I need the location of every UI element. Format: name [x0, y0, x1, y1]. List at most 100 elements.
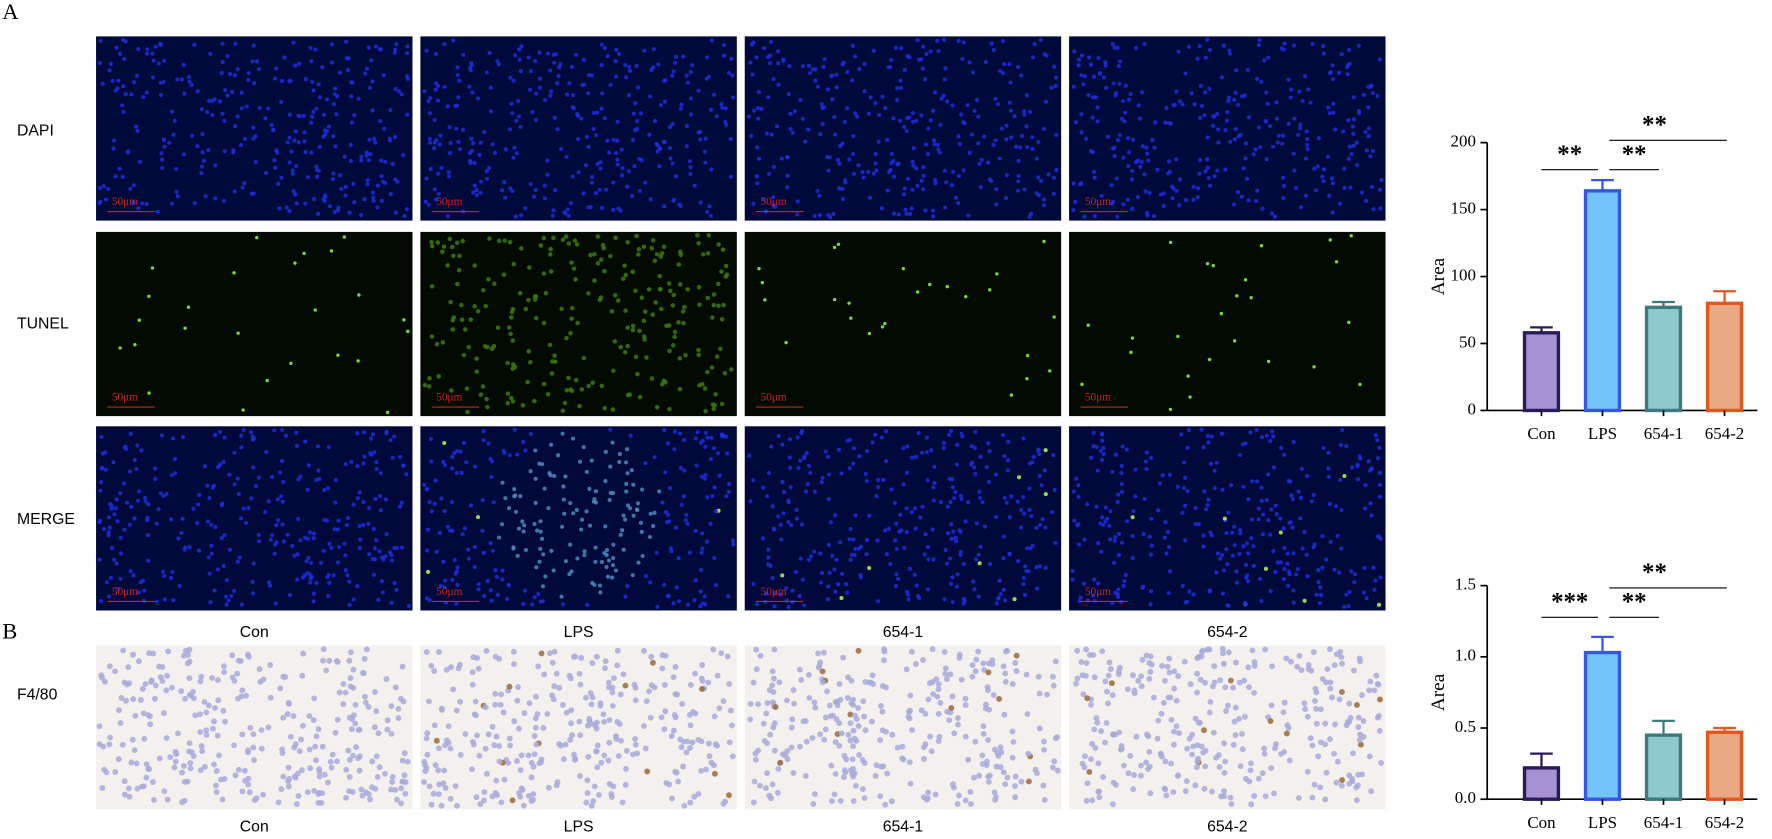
cell [535, 663, 542, 670]
cell [137, 159, 142, 164]
cell [879, 727, 886, 734]
cell [498, 799, 505, 806]
cell [991, 142, 996, 147]
cell [910, 159, 915, 164]
cell [918, 515, 923, 520]
cell [1127, 752, 1134, 759]
cell [132, 458, 137, 463]
cell [559, 306, 564, 312]
cell [426, 384, 432, 389]
bar [1583, 650, 1622, 801]
cell [972, 587, 977, 592]
cell [523, 588, 528, 593]
cell [383, 554, 388, 559]
cell [1142, 172, 1147, 177]
cell [618, 737, 624, 744]
cell [695, 233, 700, 238]
cell [1125, 197, 1130, 202]
cell [97, 61, 102, 66]
cell [538, 650, 545, 657]
cell [1082, 581, 1087, 586]
cell [1272, 745, 1278, 752]
cell [843, 178, 848, 183]
cell [1090, 95, 1096, 100]
cell [159, 678, 166, 684]
cell [1165, 529, 1171, 534]
cell [576, 137, 581, 142]
cell [1012, 659, 1019, 666]
cell [489, 474, 494, 480]
cell [1178, 177, 1183, 182]
cell [630, 137, 636, 142]
cell [1255, 76, 1260, 81]
cell [662, 708, 669, 715]
cell [873, 101, 878, 106]
scale-bar-label: 50μm [436, 392, 462, 404]
cell [706, 740, 712, 747]
cell [1254, 479, 1260, 484]
cell [154, 599, 160, 604]
cell [729, 56, 734, 61]
cell [776, 514, 781, 519]
cell [1103, 519, 1108, 524]
cell [1149, 455, 1154, 460]
cell [947, 671, 954, 678]
cell [1289, 493, 1294, 498]
cell [299, 722, 306, 729]
cell [899, 46, 904, 51]
cell [621, 547, 626, 552]
cell [893, 45, 898, 50]
cell [809, 735, 816, 741]
cell [1025, 750, 1032, 757]
cell [747, 700, 754, 707]
cell [533, 187, 538, 192]
cell [614, 647, 621, 654]
cell [1291, 440, 1296, 445]
cell [199, 748, 206, 755]
cell [613, 59, 618, 64]
cell [1221, 43, 1226, 48]
cell [120, 103, 125, 108]
cell [512, 487, 517, 492]
cell [966, 500, 971, 505]
cell [427, 111, 433, 116]
cell [337, 545, 342, 550]
cell [942, 168, 947, 173]
cell [361, 500, 366, 505]
cell [150, 650, 157, 657]
cell [107, 525, 112, 530]
cell [885, 137, 890, 142]
cell [888, 65, 893, 70]
cell [551, 683, 558, 690]
cell [1148, 661, 1155, 668]
cell [191, 506, 196, 511]
cell [252, 81, 257, 86]
cell [905, 444, 910, 449]
cell [285, 783, 292, 790]
cell [935, 710, 942, 717]
cell [388, 703, 395, 710]
cell [423, 765, 430, 772]
cell [1088, 62, 1093, 67]
cell [1143, 759, 1150, 766]
cell [1140, 585, 1145, 590]
cell [1241, 166, 1246, 171]
cell [1016, 158, 1021, 163]
cell [1202, 113, 1207, 118]
cell [383, 497, 388, 502]
cell [513, 214, 518, 219]
cell [853, 782, 859, 789]
cell [1103, 63, 1108, 68]
cell [452, 557, 457, 562]
cell [1079, 130, 1084, 135]
scale-bar-label: 50μm [436, 586, 462, 598]
cell [100, 81, 105, 86]
cell [1286, 77, 1291, 82]
column-label: 654-2 [1207, 624, 1247, 641]
cell [958, 552, 963, 557]
cell [1097, 71, 1103, 76]
cell [1305, 662, 1312, 668]
cell [1245, 176, 1250, 181]
cell [428, 167, 433, 172]
cell [1244, 141, 1249, 146]
